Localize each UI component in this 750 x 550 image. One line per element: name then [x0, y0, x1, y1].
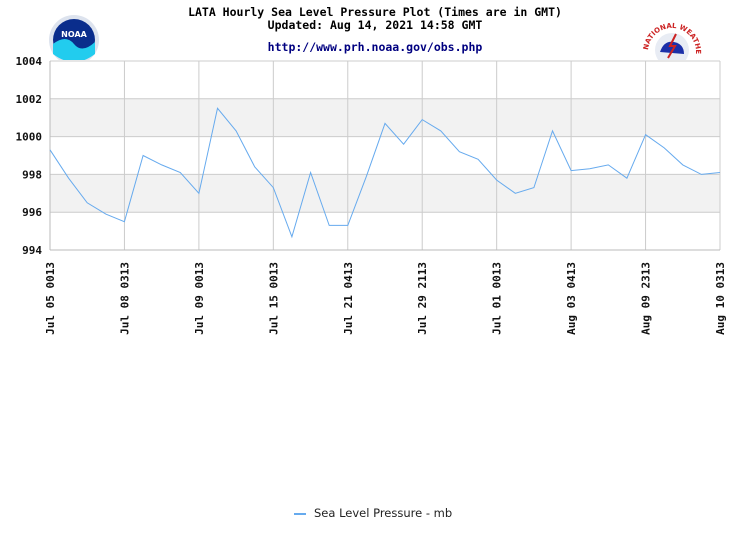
x-tick-label: Aug 03 0413 [565, 262, 578, 335]
noaa-logo-text: NOAA [61, 30, 87, 39]
x-tick-label: Jul 15 0013 [267, 262, 280, 335]
x-tick-label: Aug 10 0313 [714, 262, 727, 335]
x-tick-label: Jul 01 0013 [491, 262, 504, 335]
y-tick-label: 1004 [16, 55, 43, 68]
y-tick-label: 998 [22, 168, 42, 181]
x-tick-label: Jul 21 0413 [342, 262, 355, 335]
y-tick-label: 994 [22, 244, 42, 257]
y-tick-label: 1002 [16, 93, 43, 106]
legend-label: Sea Level Pressure - mb [314, 506, 453, 520]
x-tick-label: Aug 09 2313 [640, 262, 653, 335]
x-tick-label: Jul 05 0013 [44, 262, 57, 335]
x-tick-label: Jul 09 0013 [193, 262, 206, 335]
chart-title: LATA Hourly Sea Level Pressure Plot (Tim… [188, 5, 562, 19]
y-tick-label: 1000 [16, 131, 43, 144]
legend-swatch [294, 513, 306, 515]
chart-legend: Sea Level Pressure - mb [294, 506, 452, 520]
nws-logo-icon: NATIONAL WEATHER SERVICE [640, 12, 702, 60]
plot-band [50, 174, 720, 213]
y-tick-label: 996 [22, 206, 42, 219]
x-tick-label: Jul 29 2113 [416, 262, 429, 335]
series-line-sea-level-pressure [49, 107, 721, 239]
x-tick-label: Jul 08 0313 [118, 262, 131, 335]
plot-band [50, 98, 720, 137]
source-url[interactable]: http://www.prh.noaa.gov/obs.php [267, 40, 483, 54]
updated-timestamp: Updated: Aug 14, 2021 14:58 GMT [267, 18, 483, 32]
noaa-logo-icon: NOAA [49, 15, 99, 60]
